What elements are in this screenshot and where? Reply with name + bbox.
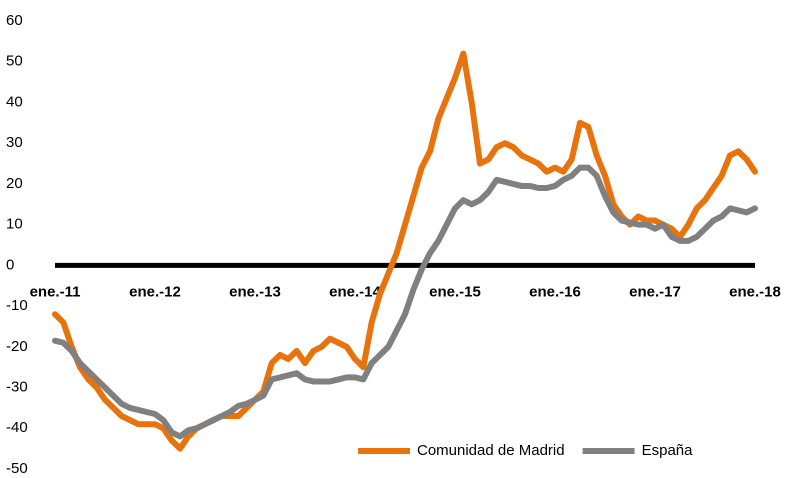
y-tick-label: -20: [6, 338, 28, 355]
x-tick-label: ene.-16: [529, 283, 581, 300]
y-tick-label: 20: [6, 175, 23, 192]
series-line: [52, 164, 758, 440]
series-line: [52, 50, 758, 452]
x-tick-label: ene.-12: [129, 283, 181, 300]
x-tick-label: ene.-15: [429, 283, 481, 300]
y-tick-label: 0: [6, 256, 14, 273]
x-tick-label: ene.-11: [30, 283, 81, 300]
x-tick-label: ene.-13: [229, 283, 281, 300]
y-tick-label: 40: [6, 93, 23, 110]
x-tick-label: ene.-14: [329, 283, 381, 300]
y-tick-label: 60: [6, 12, 23, 29]
y-tick-label: -40: [6, 419, 28, 436]
y-tick-label: 50: [6, 53, 23, 70]
y-tick-label: 30: [6, 134, 23, 151]
y-tick-label: -50: [6, 460, 28, 477]
y-tick-label: 10: [6, 216, 23, 233]
legend-label: Comunidad de Madrid: [417, 442, 565, 459]
legend-label: España: [642, 442, 694, 459]
x-tick-label: ene.-18: [729, 283, 781, 300]
y-tick-label: -10: [6, 297, 28, 314]
x-tick-label: ene.-17: [629, 283, 681, 300]
y-tick-label: -30: [6, 379, 28, 396]
